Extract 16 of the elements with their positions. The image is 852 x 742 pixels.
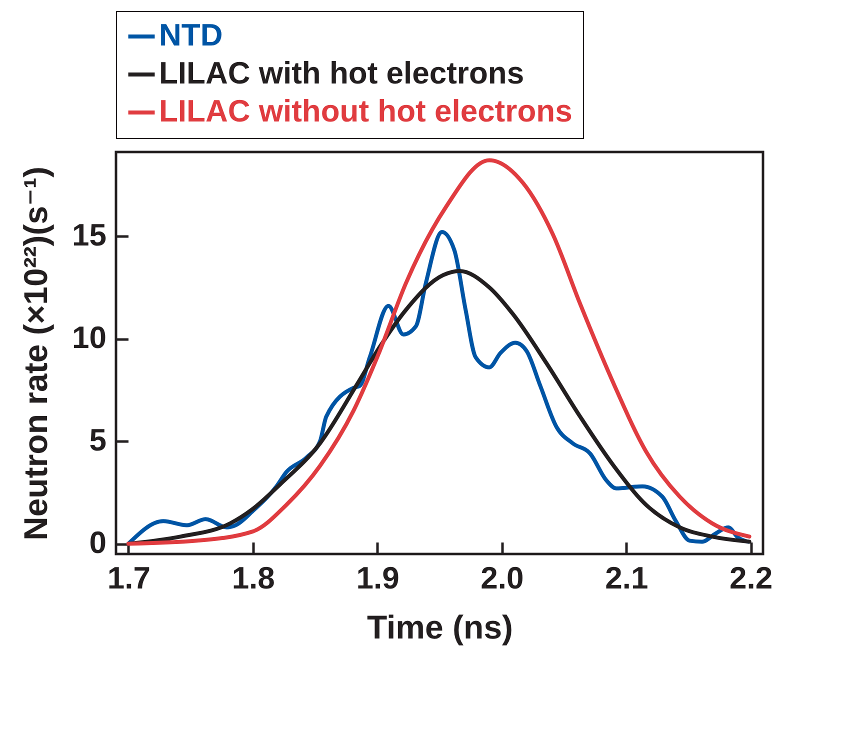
x-axis-title: Time (ns) [366, 608, 514, 646]
line-series [126, 158, 752, 546]
x-tick-label: 1.7 [107, 560, 150, 596]
y-tick-label: 0 [89, 525, 106, 560]
legend-label: LILAC with hot electrons [159, 56, 524, 90]
legend-label: LILAC without hot electrons [159, 94, 572, 128]
x-tick-label: 1.8 [232, 560, 275, 596]
legend-label: NTD [159, 18, 223, 52]
y-axis-title: Neutron rate (×10²²)(s⁻¹) [17, 166, 54, 541]
x-tick-label: 2.1 [605, 560, 648, 596]
y-tick-label: 15 [72, 218, 106, 253]
y-tick-label: 10 [72, 320, 106, 356]
x-tick-label: 2.2 [730, 560, 773, 596]
y-tick-label: 5 [89, 422, 106, 458]
x-tick-label: 1.9 [356, 560, 400, 596]
x-tick-label: 2.0 [480, 560, 524, 596]
